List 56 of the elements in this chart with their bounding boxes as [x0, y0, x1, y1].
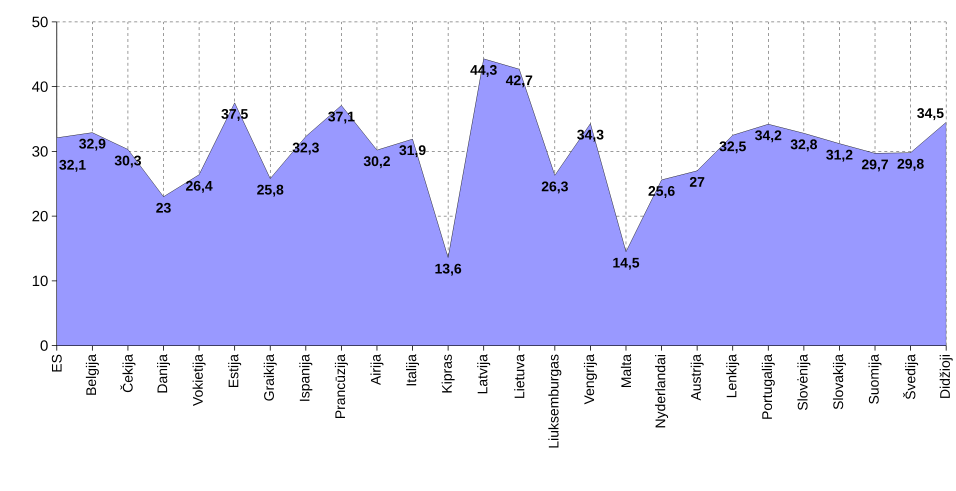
x-tick-label: Malta	[620, 354, 632, 388]
data-label: 29,7	[862, 159, 888, 172]
y-tick-label: 40	[32, 81, 48, 92]
data-label: 32,9	[79, 138, 106, 151]
y-tick-label: 30	[32, 146, 48, 157]
x-tick-label: Vengrija	[584, 354, 597, 404]
data-label: 42,7	[506, 75, 532, 88]
data-label: 26,4	[186, 180, 213, 193]
data-label: 31,9	[399, 145, 426, 158]
x-tick-label: Danija	[157, 354, 170, 392]
data-label: 25,6	[648, 186, 675, 198]
x-tick-label: Slovėnija	[797, 354, 810, 410]
y-tick-label: 20	[32, 210, 48, 222]
data-label: 30,2	[364, 156, 390, 168]
data-label: 31,2	[826, 150, 852, 162]
y-tick-label: 10	[32, 276, 48, 286]
data-label: 13,6	[435, 264, 462, 276]
data-label: 27	[690, 176, 704, 187]
data-label: 32,8	[790, 139, 818, 152]
data-label: 25,8	[257, 184, 284, 197]
data-label: 23	[156, 202, 171, 213]
data-label: 14,5	[613, 258, 640, 270]
x-tick-label: Didžioji	[940, 355, 953, 398]
x-tick-label: Italija	[406, 354, 420, 386]
y-tick-label: 50	[32, 16, 48, 28]
x-tick-label: Ispanija	[299, 354, 312, 401]
x-tick-label: ES	[52, 354, 62, 372]
x-tick-label: Slovakija	[832, 354, 846, 410]
y-tick-label: 0	[40, 340, 48, 351]
x-tick-label: Airija	[370, 354, 384, 386]
data-label: 32,5	[719, 141, 746, 154]
data-label: 44,3	[470, 64, 497, 77]
x-tick-label: Lenkija	[726, 354, 740, 398]
data-label: 34,5	[917, 108, 944, 120]
x-tick-label: Belgija	[86, 354, 99, 395]
x-tick-label: Portugalija	[762, 354, 775, 419]
x-tick-label: Prancūzija	[334, 354, 348, 418]
x-tick-label: Vokietija	[192, 354, 206, 406]
x-tick-label: Austrija	[690, 354, 704, 401]
x-tick-label: Švedija	[903, 354, 918, 400]
data-label: 29,8	[898, 158, 924, 171]
x-tick-label: Nyderlandai	[655, 355, 668, 428]
data-label: 34,2	[755, 130, 782, 142]
data-label: 30,3	[114, 156, 141, 168]
x-tick-label: Čekija	[120, 354, 136, 392]
data-label: 37,1	[328, 112, 355, 124]
data-label: 32,3	[292, 142, 319, 155]
x-tick-label: Estija	[228, 354, 242, 388]
x-tick-label: Kipras	[442, 354, 455, 392]
data-label: 26,3	[542, 182, 568, 194]
x-tick-label: Liuksemburgas	[548, 354, 562, 448]
x-tick-label: Latvija	[477, 354, 490, 394]
x-tick-label: Suomija	[868, 354, 882, 404]
x-tick-label: Lietuva	[514, 354, 524, 398]
x-tick-label: Graikija	[264, 354, 277, 401]
data-label: 32,1	[59, 160, 86, 172]
